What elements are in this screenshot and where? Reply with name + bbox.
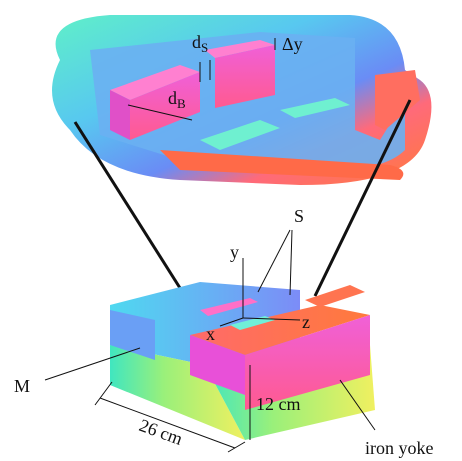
label-m: M [14, 376, 30, 396]
right-post [305, 285, 365, 307]
diagram: dS Δy dB S y x z M 26 cm 12 cm iron [0, 0, 462, 461]
assembly: S y x z M 26 cm 12 cm iron yoke [14, 206, 433, 458]
dim-line [228, 442, 245, 452]
label-y: y [230, 242, 239, 262]
label-yoke: iron yoke [365, 438, 433, 458]
label-height: 12 cm [256, 394, 301, 414]
pointer [290, 230, 292, 295]
label-x: x [206, 324, 215, 344]
inset: dS Δy dB [52, 15, 431, 185]
label-z: z [302, 312, 310, 332]
label-s: S [294, 206, 304, 226]
pointer [258, 230, 290, 292]
label-delta-y: Δy [282, 34, 303, 54]
